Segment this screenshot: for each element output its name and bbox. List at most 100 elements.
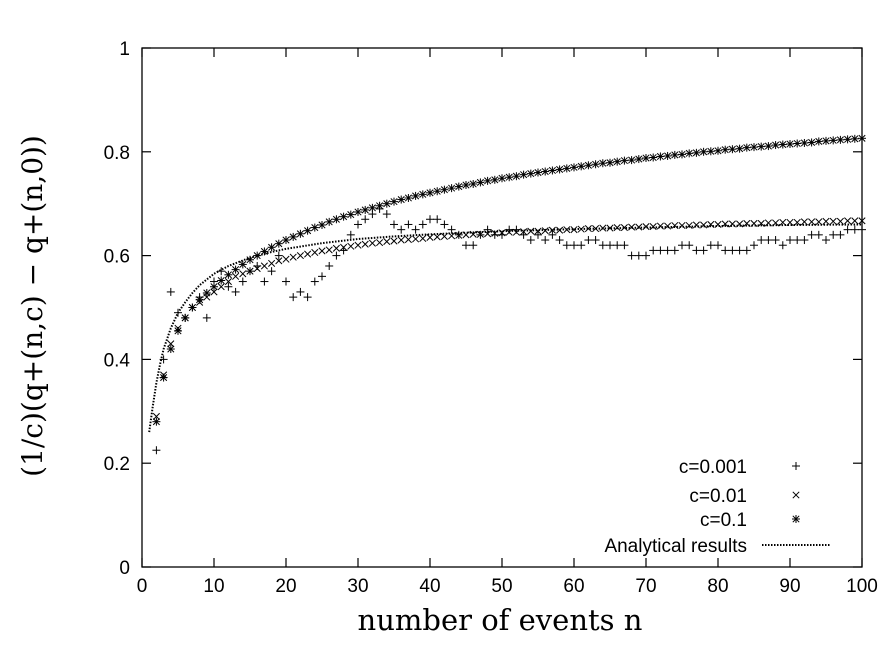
- data-point: [159, 373, 168, 382]
- marker-stroke: [440, 186, 448, 194]
- data-point: [534, 230, 542, 239]
- marker-stroke: [822, 217, 830, 225]
- marker-stroke: [563, 164, 571, 172]
- data-point: [699, 147, 708, 156]
- marker-stroke: [815, 137, 823, 145]
- y-tick-label: 0.4: [104, 350, 131, 371]
- marker-stroke: [239, 270, 247, 278]
- data-point: [721, 246, 730, 255]
- data-point: [699, 246, 708, 255]
- marker-stroke: [743, 144, 751, 152]
- data-point: [836, 135, 845, 144]
- marker-stroke: [534, 227, 542, 235]
- data-point: [850, 225, 859, 234]
- series-c-0-1: [152, 134, 866, 426]
- analytical-curve: [148, 223, 863, 433]
- data-point: [613, 241, 622, 250]
- marker-stroke: [419, 190, 427, 198]
- data-point: [735, 144, 744, 153]
- data-point: [174, 326, 182, 335]
- data-point: [318, 272, 326, 281]
- marker-stroke: [152, 418, 160, 426]
- data-point: [303, 293, 312, 302]
- plot-frame: [141, 47, 863, 568]
- marker-stroke: [671, 151, 679, 159]
- data-point: [548, 230, 557, 239]
- marker-stroke: [707, 220, 715, 229]
- data-point: [664, 222, 672, 230]
- x-tick-label: 20: [275, 576, 296, 597]
- marker-stroke: [210, 288, 218, 296]
- data-point: [433, 215, 442, 224]
- data-point: [354, 220, 362, 229]
- marker-stroke: [318, 247, 326, 255]
- marker-stroke: [224, 271, 232, 279]
- data-point: [577, 241, 586, 250]
- data-point: [670, 246, 679, 255]
- data-point: [296, 252, 304, 260]
- data-point: [332, 251, 341, 260]
- data-point: [303, 226, 312, 235]
- marker-stroke: [196, 296, 204, 304]
- data-point: [548, 166, 557, 175]
- data-point: [634, 251, 643, 260]
- data-point: [224, 277, 232, 286]
- marker-stroke: [851, 135, 859, 143]
- data-point: [634, 155, 643, 164]
- marker-stroke: [188, 303, 196, 312]
- marker-stroke: [268, 243, 276, 251]
- marker-stroke: [275, 240, 283, 248]
- data-point: [267, 267, 276, 276]
- marker-stroke: [275, 257, 283, 265]
- marker-stroke: [714, 147, 722, 155]
- data-point: [217, 276, 226, 285]
- marker-stroke: [347, 242, 355, 250]
- marker-stroke: [800, 218, 808, 226]
- data-point: [570, 163, 578, 172]
- marker-stroke: [584, 161, 592, 169]
- marker-stroke: [548, 166, 556, 175]
- marker-stroke: [779, 218, 787, 226]
- data-point: [822, 217, 830, 225]
- y-tick-label: 0.8: [104, 143, 130, 164]
- x-tick-label: 50: [491, 576, 512, 597]
- marker-stroke: [383, 200, 391, 208]
- marker-stroke: [433, 233, 441, 241]
- data-point: [851, 217, 859, 225]
- data-point: [858, 217, 866, 225]
- data-point: [555, 236, 564, 245]
- data-point: [361, 215, 370, 224]
- legend-sample-marker: [792, 515, 800, 523]
- marker-stroke: [836, 136, 844, 144]
- data-point: [678, 150, 686, 159]
- marker-stroke: [858, 217, 866, 225]
- data-point: [289, 232, 298, 241]
- series-analytical-results: [148, 223, 863, 433]
- marker-stroke: [692, 221, 700, 229]
- marker-stroke: [246, 267, 254, 275]
- marker-stroke: [419, 234, 427, 243]
- series-c-0-01: [152, 217, 866, 421]
- data-point: [656, 246, 665, 255]
- marker-stroke: [592, 160, 600, 168]
- plot-border: [141, 47, 863, 568]
- data-point: [541, 236, 550, 245]
- data-point: [260, 262, 268, 270]
- x-axis-ticks: 0 10 20 30 40 50 60 70 80 90 100: [137, 48, 878, 597]
- marker-stroke: [260, 262, 268, 270]
- marker-stroke: [311, 248, 319, 257]
- legend-sample-marker: [792, 462, 800, 470]
- marker-stroke: [253, 252, 261, 260]
- data-point: [195, 295, 204, 304]
- data-point: [289, 253, 297, 261]
- data-point: [764, 236, 773, 245]
- data-point: [282, 236, 290, 245]
- marker-stroke: [792, 515, 800, 523]
- marker-stroke: [448, 232, 456, 240]
- data-point: [627, 156, 636, 165]
- marker-stroke: [390, 237, 398, 245]
- marker-stroke: [844, 217, 852, 225]
- data-point: [584, 236, 593, 245]
- marker-stroke: [354, 241, 362, 249]
